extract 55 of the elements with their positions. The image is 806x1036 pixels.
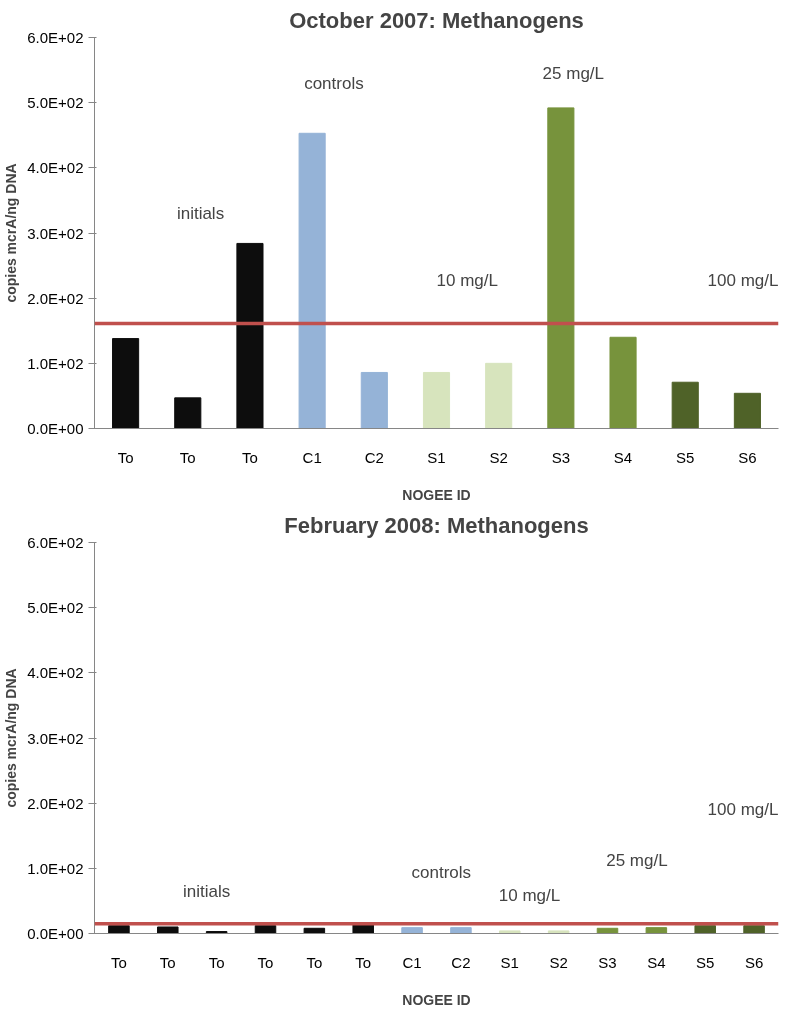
annotation: controls [411, 863, 472, 883]
y-tick-label: 3.0E+02 [27, 729, 84, 747]
x-tick-label: S3 [598, 953, 617, 971]
y-tick-label: 1.0E+02 [27, 859, 84, 877]
annotation: 25 mg/L [542, 64, 605, 84]
x-tick-label: To [355, 953, 372, 971]
x-tick-label: To [208, 953, 225, 971]
annotation: 100 mg/L [707, 799, 779, 819]
x-tick-label: S2 [549, 953, 568, 971]
annotation: 10 mg/L [436, 271, 498, 291]
x-tick-label: S5 [676, 448, 695, 466]
x-tick-label: C1 [402, 953, 422, 971]
annotation: 25 mg/L [606, 850, 668, 870]
y-tick-label: 1.0E+02 [27, 354, 84, 372]
x-axis-title: NOGEE ID [402, 991, 471, 1008]
x-tick-label: S2 [489, 448, 508, 466]
y-tick-label: 0.0E+00 [27, 420, 84, 437]
y-axis-title: copies mcrA/ng DNA [3, 668, 20, 808]
x-tick-label: S6 [738, 448, 757, 466]
x-tick-label: S1 [500, 953, 519, 971]
x-tick-label: To [159, 953, 176, 971]
x-axis-title: NOGEE ID [402, 486, 471, 503]
chart-title: October 2007: Methanogens [289, 7, 584, 33]
x-tick-label: S4 [647, 953, 666, 971]
x-tick-label: To [179, 448, 196, 466]
y-tick-label: 4.0E+02 [27, 159, 84, 177]
y-tick-label: 5.0E+02 [27, 599, 84, 617]
x-tick-label: To [242, 448, 258, 466]
x-tick-label: C1 [302, 448, 322, 466]
y-tick-label: 6.0E+02 [27, 534, 84, 551]
x-tick-label: C2 [364, 448, 384, 466]
x-tick-label: S5 [696, 953, 715, 971]
x-tick-label: To [257, 953, 274, 971]
x-tick-label: S1 [427, 448, 446, 466]
y-tick-label: 2.0E+02 [27, 289, 84, 307]
y-tick-label: 4.0E+02 [27, 664, 84, 682]
annotation: initials [183, 882, 231, 902]
x-tick-label: S3 [551, 448, 571, 466]
y-tick-label: 0.0E+00 [27, 925, 84, 942]
y-tick-label: 2.0E+02 [27, 794, 84, 812]
y-tick-label: 5.0E+02 [27, 94, 84, 112]
annotation: 10 mg/L [498, 885, 561, 905]
annotation: initials [176, 203, 225, 223]
x-tick-label: S4 [613, 448, 633, 466]
x-tick-label: To [111, 953, 127, 971]
annotation: controls [304, 73, 364, 93]
y-tick-label: 3.0E+02 [27, 224, 84, 242]
x-tick-label: C2 [451, 953, 471, 971]
y-tick-label: 6.0E+02 [27, 29, 84, 46]
x-tick-label: S6 [744, 953, 764, 971]
chart-title: February 2008: Methanogens [284, 512, 589, 538]
y-axis-title: copies mcrA/ng DNA [3, 163, 20, 303]
annotation: 100 mg/L [707, 271, 779, 291]
x-tick-label: To [117, 448, 134, 466]
x-tick-label: To [306, 953, 323, 971]
